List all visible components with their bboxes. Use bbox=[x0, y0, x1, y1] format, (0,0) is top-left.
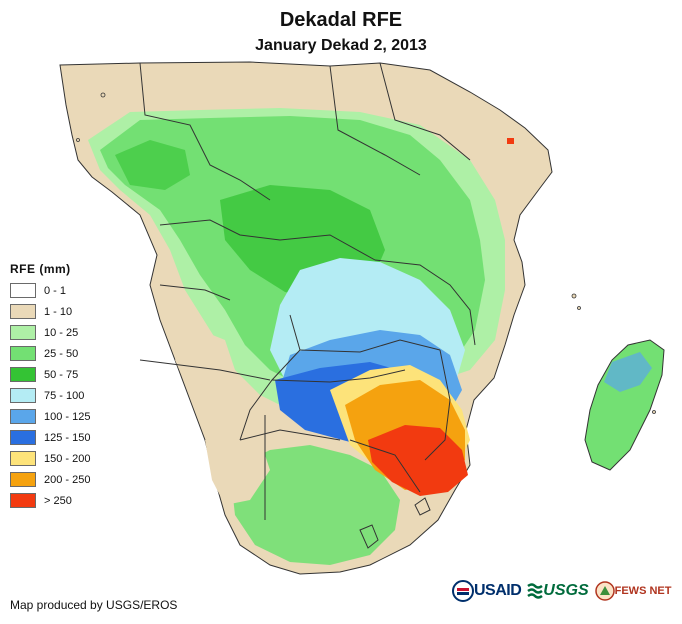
fews-logo: FEWS NET bbox=[594, 581, 672, 601]
legend-label: 125 - 150 bbox=[44, 431, 91, 444]
legend-label: 150 - 200 bbox=[44, 452, 91, 465]
usgs-text: USGS bbox=[543, 582, 589, 599]
legend-swatch bbox=[10, 472, 36, 487]
legend-item: 0 - 1 bbox=[10, 280, 90, 301]
usaid-text: USAID bbox=[474, 582, 522, 599]
dry-zone-southwest-2 bbox=[175, 330, 235, 410]
map-credit: Map produced by USGS/EROS bbox=[10, 598, 178, 612]
rainfall-zone-south bbox=[230, 445, 400, 565]
map-subtitle: January Dekad 2, 2013 bbox=[255, 37, 427, 54]
madagascar-blue bbox=[604, 352, 652, 392]
legend-swatch bbox=[10, 346, 36, 361]
legend-swatch bbox=[10, 283, 36, 298]
legend-swatch bbox=[10, 304, 36, 319]
legend-item: 200 - 250 bbox=[10, 469, 90, 490]
legend-item: > 250 bbox=[10, 490, 90, 511]
legend-swatch bbox=[10, 325, 36, 340]
legend-item: 50 - 75 bbox=[10, 364, 90, 385]
map-title: Dekadal RFE bbox=[279, 9, 403, 31]
legend-swatch bbox=[10, 388, 36, 403]
islands bbox=[76, 92, 656, 414]
legend-label: 75 - 100 bbox=[44, 389, 85, 402]
legend-label: 50 - 75 bbox=[44, 368, 79, 381]
legend-swatch bbox=[10, 430, 36, 445]
rainfall-map bbox=[59, 61, 665, 575]
dry-zone-southwest bbox=[205, 430, 270, 505]
rainfall-zone-over-250 bbox=[368, 425, 468, 496]
legend-swatch bbox=[10, 409, 36, 424]
legend-swatch bbox=[10, 451, 36, 466]
legend-label: 10 - 25 bbox=[44, 326, 79, 339]
legend-label: 0 - 1 bbox=[44, 284, 67, 297]
country-borders bbox=[139, 62, 476, 549]
usaid-seal-icon bbox=[452, 580, 474, 602]
legend-label: 200 - 250 bbox=[44, 473, 91, 486]
legend-item: 1 - 10 bbox=[10, 301, 90, 322]
rainfall-zone-50-75-west bbox=[115, 140, 190, 190]
legend-label: 1 - 10 bbox=[44, 305, 73, 318]
legend-item: 75 - 100 bbox=[10, 385, 90, 406]
fews-text: FEWS NET bbox=[614, 585, 672, 597]
legend-swatch bbox=[10, 493, 36, 508]
usgs-wave-icon bbox=[527, 583, 544, 599]
legend-label: 100 - 125 bbox=[44, 410, 91, 423]
red-spot-ethiopia bbox=[507, 138, 514, 144]
usaid-logo: USAID bbox=[452, 580, 522, 602]
fews-net-icon bbox=[594, 581, 615, 601]
legend-item: 125 - 150 bbox=[10, 427, 90, 448]
usgs-logo: USGS bbox=[527, 582, 589, 600]
legend-item: 10 - 25 bbox=[10, 322, 90, 343]
legend-label: 25 - 50 bbox=[44, 347, 79, 360]
legend-label: > 250 bbox=[44, 494, 72, 507]
agency-logos: USAID USGS FEWS NET bbox=[452, 580, 677, 602]
legend-title: RFE (mm) bbox=[10, 262, 71, 276]
legend-item: 25 - 50 bbox=[10, 343, 90, 364]
legend-item: 100 - 125 bbox=[10, 406, 90, 427]
legend-swatch bbox=[10, 367, 36, 382]
legend-item: 150 - 200 bbox=[10, 448, 90, 469]
legend: RFE (mm) 0 - 1 1 - 10 10 - 25 25 - 50 50 - 7… bbox=[10, 262, 90, 511]
